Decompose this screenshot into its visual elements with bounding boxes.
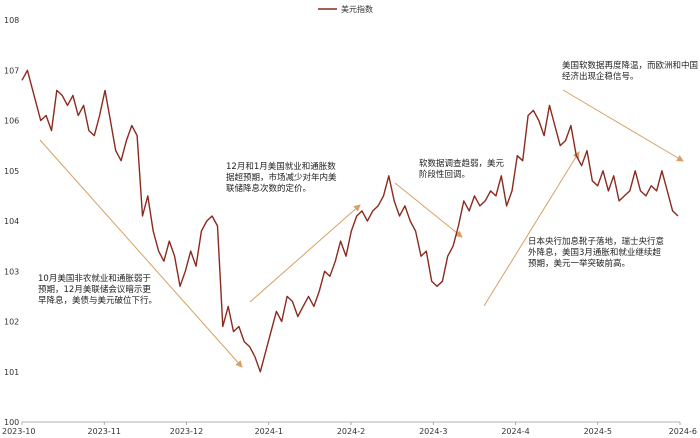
x-tick-label: 2024-5	[584, 427, 612, 436]
y-axis-ticks: 100 101 102 103 104 105 106 107 108	[4, 16, 19, 427]
annotations: 10月美国非农就业和通胀弱于 预期，12月美联储会议暗示更 早降息，美债与美元破…	[38, 60, 700, 306]
x-tick-label: 2024-6	[669, 427, 697, 436]
y-tick-label: 107	[4, 66, 19, 75]
x-tick-label: 2024-1	[255, 427, 283, 436]
annotation-may-line-1: 美国软数据再度降温，而欧洲和中国	[562, 60, 698, 71]
trend-arrows	[39, 89, 684, 368]
trend-arrow-down-may	[562, 89, 684, 162]
x-tick-label: 2023-10	[2, 427, 35, 436]
annotation-oct: 10月美国非农就业和通胀弱于 预期，12月美联储会议暗示更 早降息，美债与美元破…	[38, 273, 157, 306]
y-tick-label: 105	[4, 167, 19, 176]
annotation-jan-line-1: 12月和1月美国就业和通胀数	[226, 161, 336, 172]
trend-arrow-up-apr	[483, 151, 580, 307]
y-tick-label: 100	[4, 418, 19, 427]
legend-label: 美元指数	[341, 4, 373, 14]
y-tick-label: 108	[4, 16, 19, 25]
y-tick-label: 102	[4, 318, 19, 327]
y-tick-label: 101	[4, 368, 19, 377]
x-tick-label: 2024-3	[419, 427, 447, 436]
annotation-apr: 日本央行加息靴子落地，瑞士央行意 外降息，美国3月通胀和就业继续超 预期，美元一…	[528, 236, 667, 269]
annotation-may: 美国软数据再度降温，而欧洲和中国 经济出现企稳信号。	[562, 60, 700, 82]
series-line-dollar-index	[21, 69, 679, 373]
annotation-jan: 12月和1月美国就业和通胀数 据超预期，市场减少对年内美 联储降息次数的定价。	[226, 161, 339, 194]
annotation-mar: 软数据调查趋弱，美元 阶段性回调。	[419, 158, 507, 180]
annotation-may-line-2: 经济出现企稳信号。	[562, 71, 639, 82]
y-tick-label: 106	[4, 117, 19, 126]
y-tick-label: 103	[4, 267, 19, 276]
annotation-oct-line-1: 10月美国非农就业和通胀弱于	[38, 273, 151, 284]
annotation-mar-line-2: 阶段性回调。	[419, 169, 470, 180]
annotation-apr-line-3: 预期，美元一举突破前高。	[528, 258, 630, 269]
y-tick-label: 104	[4, 217, 19, 226]
annotation-apr-line-2: 外降息，美国3月通胀和就业继续超	[528, 247, 661, 258]
annotation-jan-line-2: 据超预期，市场减少对年内美	[226, 172, 337, 183]
x-tick-label: 2023-12	[170, 427, 203, 436]
trend-arrow-down-oct	[39, 139, 243, 368]
annotation-mar-line-1: 软数据调查趋弱，美元	[419, 158, 505, 169]
trend-arrow-up-jan	[249, 204, 361, 303]
x-tick-label: 2024-4	[501, 427, 529, 436]
legend: 美元指数	[318, 4, 373, 14]
x-tick-label: 2024-2	[337, 427, 365, 436]
trend-arrow-down-mar	[394, 182, 463, 238]
annotation-oct-line-3: 早降息，美债与美元破位下行。	[38, 295, 157, 306]
annotation-jan-line-3: 联储降息次数的定价。	[226, 183, 311, 194]
annotation-apr-line-1: 日本央行加息靴子落地，瑞士央行意	[528, 236, 664, 247]
x-tick-label: 2023-11	[88, 427, 121, 436]
annotation-oct-line-2: 预期，12月美联储会议暗示更	[38, 284, 151, 295]
x-axis-ticks: 2023-10 2023-11 2023-12 2024-1 2024-2 2024-3 2…	[2, 422, 697, 436]
